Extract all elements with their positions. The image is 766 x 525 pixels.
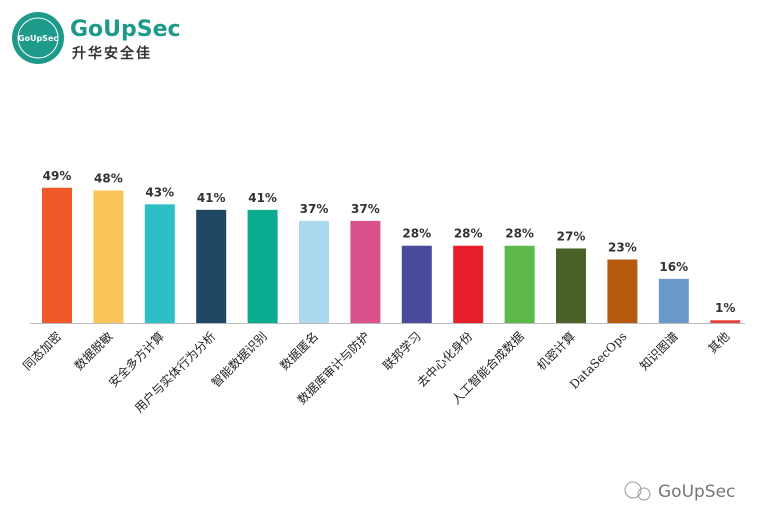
value-label: 43% — [145, 185, 174, 199]
value-label: 1% — [715, 301, 735, 315]
bar — [144, 204, 175, 323]
value-label: 37% — [351, 202, 380, 216]
watermark-icon — [624, 481, 642, 499]
watermark: GoUpSec — [624, 481, 735, 502]
bar — [658, 278, 689, 323]
bar — [247, 209, 278, 323]
bar — [453, 245, 484, 323]
value-label: 28% — [505, 227, 534, 241]
bar — [710, 320, 741, 323]
bar — [196, 209, 227, 323]
bar — [299, 220, 329, 323]
logo-subtitle: 升华安全佳 — [72, 45, 152, 62]
x-tick-label: 联邦学习 — [379, 329, 424, 374]
value-label: 28% — [402, 227, 431, 241]
bar — [556, 248, 586, 323]
value-label: 37% — [300, 202, 329, 216]
watermark-icon — [637, 487, 651, 501]
logo-badge-text: GoUpSec — [18, 34, 58, 43]
x-tick-label: 数据脱敏 — [71, 329, 116, 374]
bar — [607, 259, 638, 323]
watermark-text: GoUpSec — [658, 482, 735, 502]
bar — [350, 220, 381, 323]
value-label: 49% — [43, 169, 72, 183]
x-tick-label: 数据匿名 — [277, 329, 322, 374]
x-tick-label: 知识图谱 — [637, 329, 681, 373]
x-tick-label: 其他 — [705, 329, 732, 356]
bar — [504, 245, 535, 323]
x-tick-label: 机密计算 — [534, 329, 579, 374]
logo-badge — [12, 12, 64, 64]
value-label: 28% — [454, 227, 483, 241]
value-label: 41% — [248, 191, 277, 205]
logo-ring — [17, 17, 59, 59]
x-tick-label: 智能数据识别 — [208, 329, 270, 391]
x-tick-label: 同态加密 — [20, 329, 65, 374]
bar — [401, 245, 432, 323]
logo: GoUpSec GoUpSec 升华安全佳 — [12, 12, 181, 64]
bar — [93, 190, 124, 323]
bar — [42, 187, 72, 323]
value-label: 48% — [94, 172, 123, 186]
value-label: 16% — [659, 260, 688, 274]
logo-name: GoUpSec — [70, 17, 181, 42]
value-label: 41% — [197, 191, 226, 205]
value-label: 27% — [557, 229, 586, 243]
value-label: 23% — [608, 241, 637, 255]
